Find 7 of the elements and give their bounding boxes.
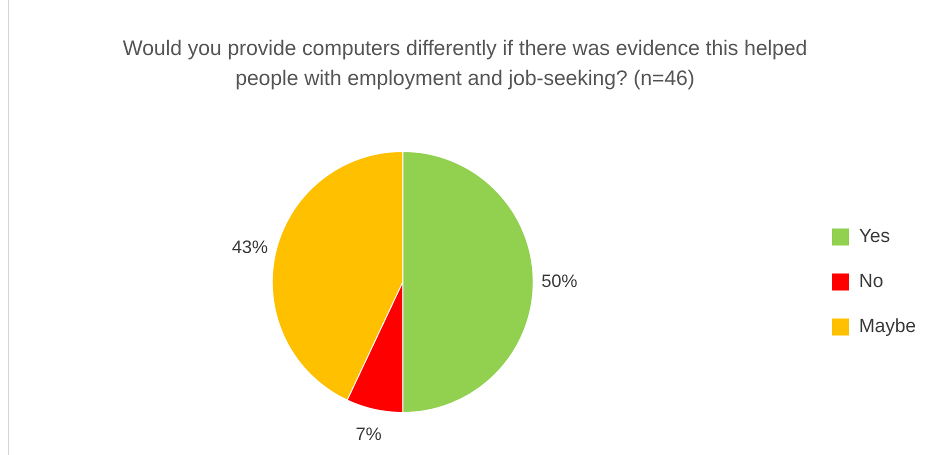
data-label: 7% <box>356 424 382 444</box>
legend-label: Yes <box>858 226 890 248</box>
data-label: 43% <box>232 236 268 257</box>
legend-label: No <box>858 271 884 292</box>
data-label: 50% <box>541 270 578 291</box>
legend-label: Maybe <box>858 316 916 338</box>
chart-title: Would you provide computers differently if there was evidence this helped people with employment and job-seeking? (n=46) <box>122 36 808 92</box>
